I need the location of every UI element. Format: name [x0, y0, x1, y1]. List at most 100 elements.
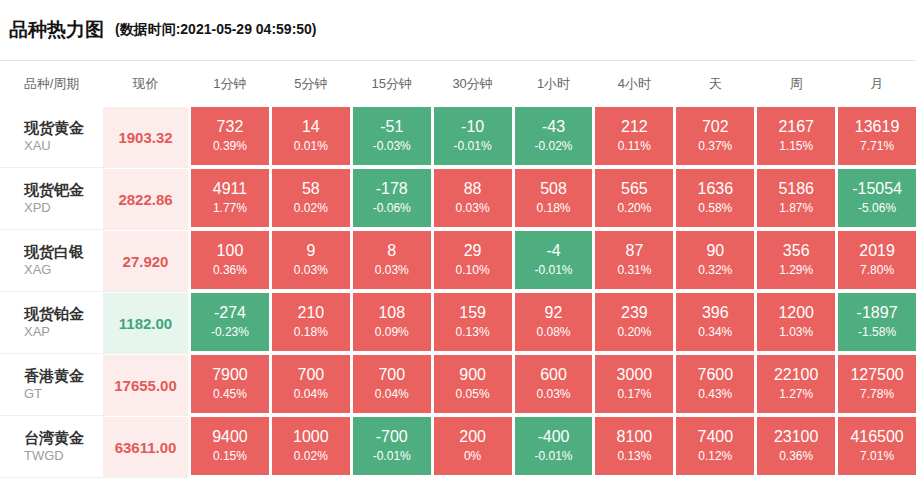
heat-cell: -15054-5.06% [838, 169, 916, 227]
cell-pct: 1.77% [213, 200, 247, 216]
heat-cell: -700-0.01% [353, 417, 431, 475]
table-row: 现货黄金XAU1903.327320.39%140.01%-51-0.03%-1… [0, 107, 916, 169]
heat-cell: 7000.04% [272, 355, 350, 413]
instrument-code: TWGD [24, 448, 103, 465]
heat-cell: 30000.17% [595, 355, 673, 413]
instrument-code: GT [24, 386, 103, 403]
cell-value: 13619 [855, 117, 900, 137]
instrument-code: XPD [24, 200, 103, 217]
column-header-6: 30分钟 [434, 75, 512, 93]
heat-cell: 79000.45% [191, 355, 269, 413]
current-price: 1903.32 [103, 107, 188, 168]
heat-cell: 2390.20% [595, 293, 673, 351]
instrument-cell[interactable]: 现货铂金XAP [0, 293, 103, 354]
heat-cell: 4165007.01% [838, 417, 916, 475]
heat-cell: 2120.11% [595, 107, 673, 165]
cell-value: 210 [297, 303, 324, 323]
cell-value: 127500 [850, 365, 903, 385]
instrument-cell[interactable]: 现货黄金XAU [0, 107, 103, 168]
current-price: 1182.00 [103, 293, 188, 354]
cell-pct: 0.11% [618, 138, 651, 154]
instrument-cell[interactable]: 香港黄金GT [0, 355, 103, 416]
data-timestamp: (数据时间:2021-05-29 04:59:50) [115, 21, 317, 39]
cell-pct: 1.87% [779, 200, 813, 216]
cell-value: 23100 [774, 427, 819, 447]
cell-value: 7400 [697, 427, 733, 447]
heat-cell: 51861.87% [757, 169, 835, 227]
table-row: 现货钯金XPD2822.8649111.77%580.02%-178-0.06%… [0, 169, 916, 231]
cell-pct: 1.27% [779, 386, 813, 402]
cell-value: 700 [297, 365, 324, 385]
cell-pct: 0.20% [617, 200, 651, 216]
cell-value: 702 [702, 117, 729, 137]
cell-value: 396 [702, 303, 729, 323]
cell-value: 4911 [213, 179, 247, 199]
cell-pct: 7.71% [860, 138, 894, 154]
instrument-name: 台湾黄金 [24, 429, 103, 448]
cell-value: 5186 [778, 179, 814, 199]
cell-pct: 0.04% [294, 386, 328, 402]
cell-pct: 0.15% [213, 448, 247, 464]
heat-cell: 81000.13% [595, 417, 673, 475]
cell-pct: 0.36% [779, 448, 813, 464]
current-price: 63611.00 [103, 417, 188, 478]
heat-cell: 7020.37% [676, 107, 754, 165]
column-header-2: 现价 [103, 75, 188, 93]
column-header-11: 月 [838, 75, 916, 93]
heat-cell: 3561.29% [757, 231, 835, 289]
cell-value: 87 [626, 241, 644, 261]
cell-pct: 0.02% [294, 200, 328, 216]
current-price: 2822.86 [103, 169, 188, 230]
column-header-10: 周 [757, 75, 835, 93]
cell-pct: 7.01% [860, 448, 894, 464]
cell-pct: 1.03% [779, 324, 813, 340]
heat-cell: 900.32% [676, 231, 754, 289]
heat-cell: 1000.36% [191, 231, 269, 289]
cell-value: 9400 [212, 427, 248, 447]
heat-cell: 7000.04% [353, 355, 431, 413]
heat-cell: 74000.12% [676, 417, 754, 475]
instrument-code: XAP [24, 324, 103, 341]
cell-pct: 0.31% [617, 262, 651, 278]
instrument-cell[interactable]: 现货白银XAG [0, 231, 103, 292]
heat-cell: 136197.71% [838, 107, 916, 165]
table-row: 台湾黄金TWGD63611.0094000.15%10000.02%-700-0… [0, 417, 916, 479]
cell-pct: 0.13% [456, 324, 490, 340]
column-header-9: 天 [676, 75, 754, 93]
cell-pct: 0.02% [294, 448, 328, 464]
cell-value: 565 [621, 179, 648, 199]
cell-pct: 0.09% [375, 324, 409, 340]
cell-value: 22100 [774, 365, 819, 385]
cell-pct: 0.03% [456, 200, 490, 216]
cell-pct: 0% [464, 448, 481, 464]
instrument-cell[interactable]: 现货钯金XPD [0, 169, 103, 230]
heat-cell: 80.03% [353, 231, 431, 289]
cell-pct: 0.20% [617, 324, 651, 340]
instrument-name: 现货钯金 [24, 181, 103, 200]
instrument-cell[interactable]: 台湾黄金TWGD [0, 417, 103, 478]
cell-pct: 0.37% [698, 138, 732, 154]
cell-value: 8 [387, 241, 396, 261]
cell-value: -700 [376, 427, 408, 447]
cell-pct: 0.36% [213, 262, 247, 278]
column-header-7: 1小时 [515, 75, 593, 93]
heat-cell: 2000% [434, 417, 512, 475]
instrument-name: 现货黄金 [24, 119, 103, 138]
heat-cell: 221001.27% [757, 355, 835, 413]
column-header-1: 品种/周期 [0, 75, 103, 93]
cell-value: 600 [540, 365, 567, 385]
cell-value: 159 [459, 303, 486, 323]
cell-value: 29 [464, 241, 482, 261]
cell-pct: 0.10% [456, 262, 490, 278]
heat-cell: 10000.02% [272, 417, 350, 475]
cell-value: 2019 [859, 241, 895, 261]
heat-cell: 21671.15% [757, 107, 835, 165]
cell-pct: -0.23% [211, 324, 249, 340]
cell-pct: 7.78% [860, 386, 894, 402]
cell-pct: 0.03% [375, 262, 409, 278]
cell-value: -1897 [857, 303, 898, 323]
cell-pct: 0.32% [698, 262, 732, 278]
cell-pct: 0.45% [213, 386, 247, 402]
heat-cell: 94000.15% [191, 417, 269, 475]
heat-cell: -51-0.03% [353, 107, 431, 165]
